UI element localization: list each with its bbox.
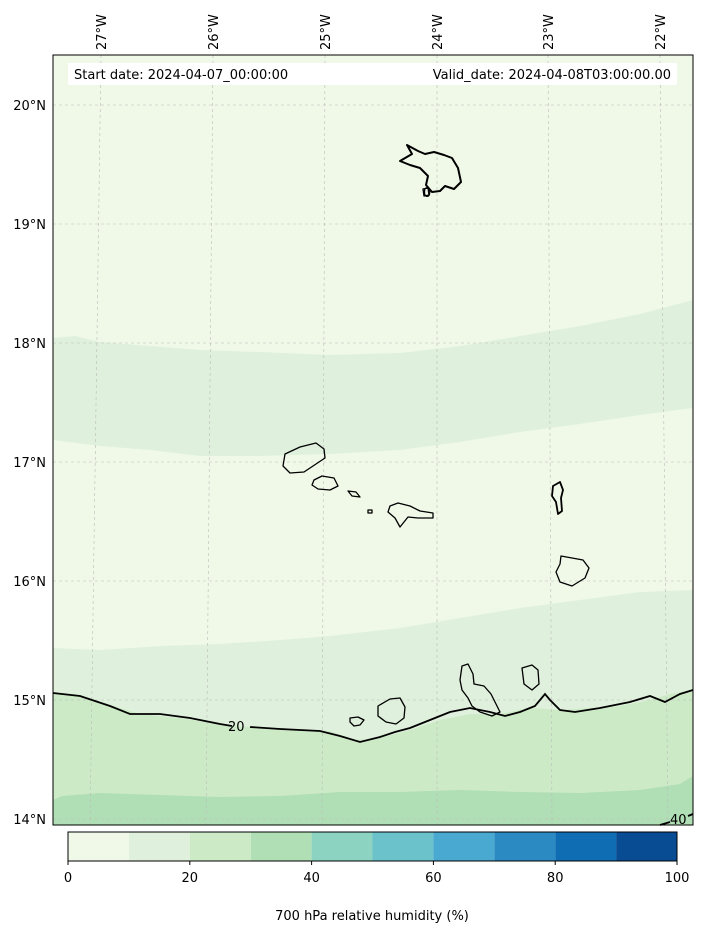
lon-label-24w: 24°W — [431, 14, 446, 50]
gridline-lon-23 — [547, 54, 553, 826]
gridlines — [53, 54, 693, 826]
island-brava — [349, 716, 365, 727]
lon-label-27w: 27°W — [95, 14, 110, 50]
lon-label-22w: 22°W — [654, 14, 669, 50]
lat-label-17n: 17°N — [13, 456, 46, 471]
colorbar-title: 700 hPa relative humidity (%) — [275, 909, 469, 924]
humidity-band-10-20-north — [53, 300, 693, 456]
colorbar-swatch — [128, 832, 190, 861]
island-north — [399, 144, 462, 193]
lon-label-26w: 26°W — [207, 14, 222, 50]
lat-label-14n: 14°N — [13, 813, 46, 828]
colorbar-swatches — [68, 832, 677, 861]
colorbar-tick-label: 20 — [182, 871, 199, 886]
info-box — [68, 63, 677, 85]
island-boa-vista — [555, 555, 590, 587]
colorbar-frame — [67, 831, 678, 862]
colorbar: 0 20 40 60 80 100 700 hPa relative humidity (… — [64, 831, 690, 924]
gridline-lon-26 — [205, 54, 214, 826]
contour-label-20: 20 — [228, 720, 245, 735]
colorbar-ticks: 0 20 40 60 80 100 — [64, 861, 690, 886]
contour-line-20 — [52, 689, 694, 743]
colorbar-swatch — [250, 832, 312, 861]
humidity-band-30-40 — [53, 776, 693, 825]
island-sao-nicolau — [387, 502, 434, 528]
islet-santa-luzia — [347, 490, 361, 498]
gridline-lon-27 — [89, 54, 102, 826]
colorbar-swatch — [372, 832, 434, 861]
gridline-lon-22 — [659, 54, 669, 826]
contour-label-0: 0 — [423, 186, 431, 201]
colorbar-swatch — [616, 832, 677, 861]
colorbar-swatch — [494, 832, 556, 861]
lat-label-20n: 20°N — [13, 99, 46, 114]
island-sal — [551, 481, 564, 515]
valid-date-label: Valid_date: 2024-04-08T03:00:00.00 — [433, 68, 671, 83]
coastlines — [282, 144, 590, 727]
contour-label-40: 40 — [670, 813, 687, 828]
humidity-band-20-30 — [53, 690, 693, 825]
map-frame — [52, 54, 694, 826]
colorbar-swatch — [311, 832, 373, 861]
colorbar-tick-label: 80 — [547, 871, 564, 886]
lat-label-19n: 19°N — [13, 218, 46, 233]
islet-east — [521, 664, 540, 691]
islet-north — [422, 187, 430, 197]
colorbar-tick-label: 100 — [665, 871, 690, 886]
contour-line-40-end — [687, 813, 694, 817]
islet-branco — [367, 509, 373, 514]
lon-label-25w: 25°W — [319, 14, 334, 50]
colorbar-swatch — [68, 832, 129, 861]
lat-label-18n: 18°N — [13, 337, 46, 352]
lat-label-16n: 16°N — [13, 575, 46, 590]
colorbar-tick-label: 40 — [303, 871, 320, 886]
colorbar-swatch — [433, 832, 495, 861]
colorbar-swatch — [189, 832, 251, 861]
island-fogo — [377, 697, 406, 725]
island-santo-antao — [282, 442, 326, 474]
colorbar-tick-label: 0 — [64, 871, 72, 886]
map-plot-area: 0 20 40 Start date: 2024-04-07_00:00:00 … — [52, 54, 694, 828]
longitude-labels: 27°W 26°W 25°W 24°W 23°W 22°W — [95, 14, 669, 50]
lat-label-15n: 15°N — [13, 694, 46, 709]
lon-label-23w: 23°W — [542, 14, 557, 50]
latitude-labels: 20°N 19°N 18°N 17°N 16°N 15°N 14°N — [13, 99, 46, 828]
start-date-label: Start date: 2024-04-07_00:00:00 — [74, 68, 288, 83]
island-santiago — [459, 663, 501, 717]
island-sao-vicente — [311, 475, 339, 491]
colorbar-swatch — [555, 832, 617, 861]
gridline-lon-25 — [321, 54, 326, 826]
colorbar-tick-label: 60 — [425, 871, 442, 886]
